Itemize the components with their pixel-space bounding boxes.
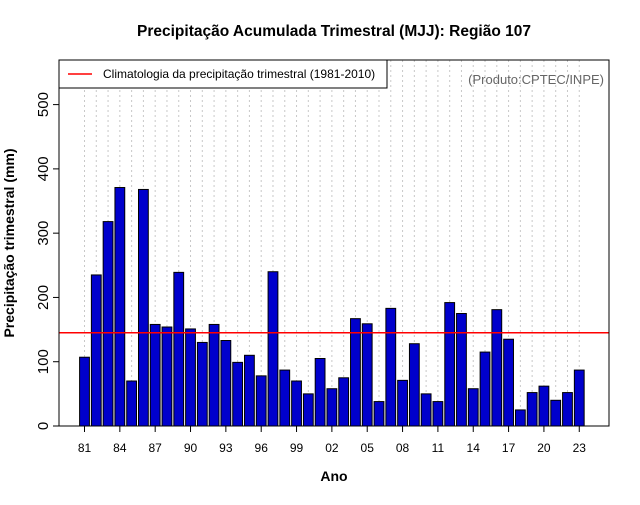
x-axis-label: Ano xyxy=(320,468,347,484)
y-axis-label: Precipitação trimestral (mm) xyxy=(1,148,17,337)
x-tick-label: 05 xyxy=(361,441,375,455)
bar-1985 xyxy=(126,380,138,427)
bar-1994 xyxy=(232,361,244,427)
y-axis: 0 100 200 300 400 500 xyxy=(35,92,59,430)
bar-1983 xyxy=(102,221,114,427)
y-tick-label: 500 xyxy=(35,92,52,117)
bar-1996 xyxy=(255,375,267,427)
x-tick-label: 90 xyxy=(184,441,198,455)
bar-2016 xyxy=(491,309,503,427)
bar-2009 xyxy=(408,343,420,427)
bar-1997 xyxy=(267,271,279,427)
bar-2013 xyxy=(456,313,467,427)
x-tick-label: 93 xyxy=(219,441,233,455)
bar-1987 xyxy=(149,323,161,427)
bar-2017 xyxy=(503,338,514,427)
bar-1988 xyxy=(161,326,173,427)
bar-2018 xyxy=(514,409,526,427)
bar-2003 xyxy=(338,377,350,427)
x-tick-label: 20 xyxy=(537,441,551,455)
y-tick-label: 100 xyxy=(35,349,52,374)
bar-1986 xyxy=(138,188,149,427)
bar-2019 xyxy=(526,392,538,427)
x-tick-label: 96 xyxy=(255,441,269,455)
legend-box xyxy=(58,59,388,89)
bar-2020 xyxy=(538,385,550,427)
bar-2010 xyxy=(420,393,432,427)
bar-1995 xyxy=(244,354,255,427)
x-tick-label: 23 xyxy=(573,441,587,455)
x-tick-label: 08 xyxy=(396,441,410,455)
x-tick-label: 99 xyxy=(290,441,304,455)
x-tick-label: 81 xyxy=(78,441,92,455)
bar-2008 xyxy=(397,379,408,427)
y-tick-label: 0 xyxy=(35,422,52,430)
bar-1991 xyxy=(196,341,208,427)
bar-1992 xyxy=(208,323,220,427)
bar-2000 xyxy=(302,393,314,427)
x-tick-label: 14 xyxy=(467,441,481,455)
bar-1989 xyxy=(173,271,185,427)
bar-series xyxy=(79,187,585,427)
chart-title: Precipitação Acumulada Trimestral (MJJ):… xyxy=(137,23,531,40)
bar-1981 xyxy=(79,356,90,427)
bar-2007 xyxy=(385,307,397,427)
y-tick-label: 200 xyxy=(35,285,52,310)
bar-1998 xyxy=(279,369,291,427)
bar-2011 xyxy=(432,401,444,427)
bar-2021 xyxy=(550,399,562,427)
bar-1982 xyxy=(90,274,102,427)
bar-2014 xyxy=(467,388,479,427)
x-tick-label: 02 xyxy=(325,441,339,455)
bar-2004 xyxy=(350,318,361,427)
bar-2005 xyxy=(361,323,373,427)
bar-1999 xyxy=(291,380,302,427)
bar-2015 xyxy=(479,351,491,427)
bar-1990 xyxy=(185,328,196,427)
x-tick-label: 17 xyxy=(502,441,516,455)
y-tick-label: 300 xyxy=(35,221,52,246)
bar-2022 xyxy=(562,392,573,427)
bar-2006 xyxy=(373,401,385,427)
x-axis: 81 84 87 90 93 96 99 02 05 08 11 14 17 20 23 xyxy=(78,426,586,455)
credit-text: (Produto:CPTEC/INPE) xyxy=(468,72,604,87)
x-tick-label: 87 xyxy=(149,441,163,455)
legend: Climatologia da precipitação trimestral … xyxy=(58,59,388,89)
bar-2002 xyxy=(326,388,338,427)
x-tick-label: 11 xyxy=(432,441,445,455)
legend-label: Climatologia da precipitação trimestral … xyxy=(103,67,375,81)
bar-2012 xyxy=(444,302,456,427)
y-tick-label: 400 xyxy=(35,156,52,181)
bar-1984 xyxy=(114,187,126,427)
x-tick-label: 84 xyxy=(113,441,127,455)
bar-2001 xyxy=(314,358,326,427)
bar-1993 xyxy=(220,340,232,427)
bar-2023 xyxy=(573,369,585,427)
